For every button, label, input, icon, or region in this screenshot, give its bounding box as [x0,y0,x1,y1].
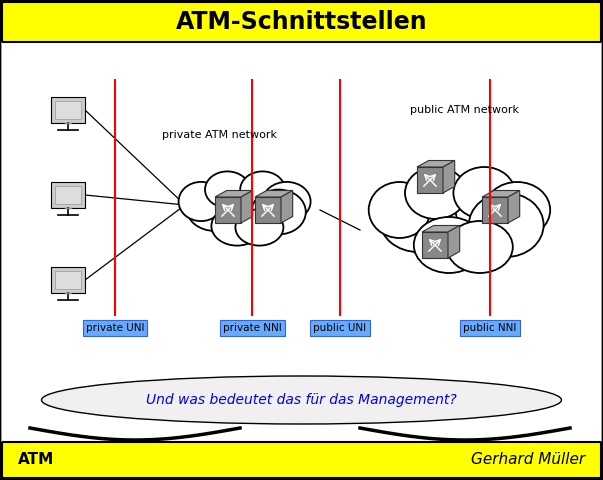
Ellipse shape [380,188,456,252]
Polygon shape [422,232,448,258]
Text: Und was bedeutet das für das Management?: Und was bedeutet das für das Management? [146,393,457,407]
Ellipse shape [240,171,285,208]
Ellipse shape [205,171,250,208]
FancyBboxPatch shape [55,186,81,204]
Text: private UNI: private UNI [86,323,144,333]
Ellipse shape [368,182,431,238]
Ellipse shape [403,180,517,270]
Ellipse shape [42,376,561,424]
Polygon shape [482,197,508,223]
Text: ATM: ATM [18,453,54,468]
FancyBboxPatch shape [55,271,81,289]
Polygon shape [417,167,443,193]
Polygon shape [417,160,455,167]
Polygon shape [443,160,455,193]
Ellipse shape [178,182,223,221]
Polygon shape [241,191,253,223]
Polygon shape [215,191,253,197]
Ellipse shape [235,209,283,246]
Text: public UNI: public UNI [314,323,367,333]
Text: Gerhard Müller: Gerhard Müller [471,453,585,468]
FancyBboxPatch shape [51,267,85,293]
Polygon shape [215,197,241,223]
FancyBboxPatch shape [2,442,601,478]
FancyBboxPatch shape [51,97,85,123]
FancyBboxPatch shape [51,182,85,208]
Ellipse shape [453,167,515,219]
Ellipse shape [484,182,550,238]
Ellipse shape [262,182,311,221]
Ellipse shape [203,180,286,243]
Text: private ATM network: private ATM network [162,130,277,140]
FancyBboxPatch shape [55,101,81,119]
Polygon shape [448,226,459,258]
Ellipse shape [186,186,242,231]
Polygon shape [281,191,292,223]
Polygon shape [422,226,459,232]
Text: private NNI: private NNI [223,323,282,333]
Ellipse shape [414,217,484,273]
Text: public NNI: public NNI [463,323,517,333]
FancyBboxPatch shape [2,2,601,42]
Polygon shape [255,197,281,223]
Polygon shape [482,191,520,197]
Text: public ATM network: public ATM network [411,105,520,115]
Text: ATM-Schnittstellen: ATM-Schnittstellen [175,10,428,34]
Polygon shape [255,191,292,197]
Ellipse shape [447,221,513,273]
Ellipse shape [405,167,467,219]
Ellipse shape [251,190,306,234]
Polygon shape [508,191,520,223]
Ellipse shape [212,206,262,246]
Ellipse shape [469,193,543,257]
